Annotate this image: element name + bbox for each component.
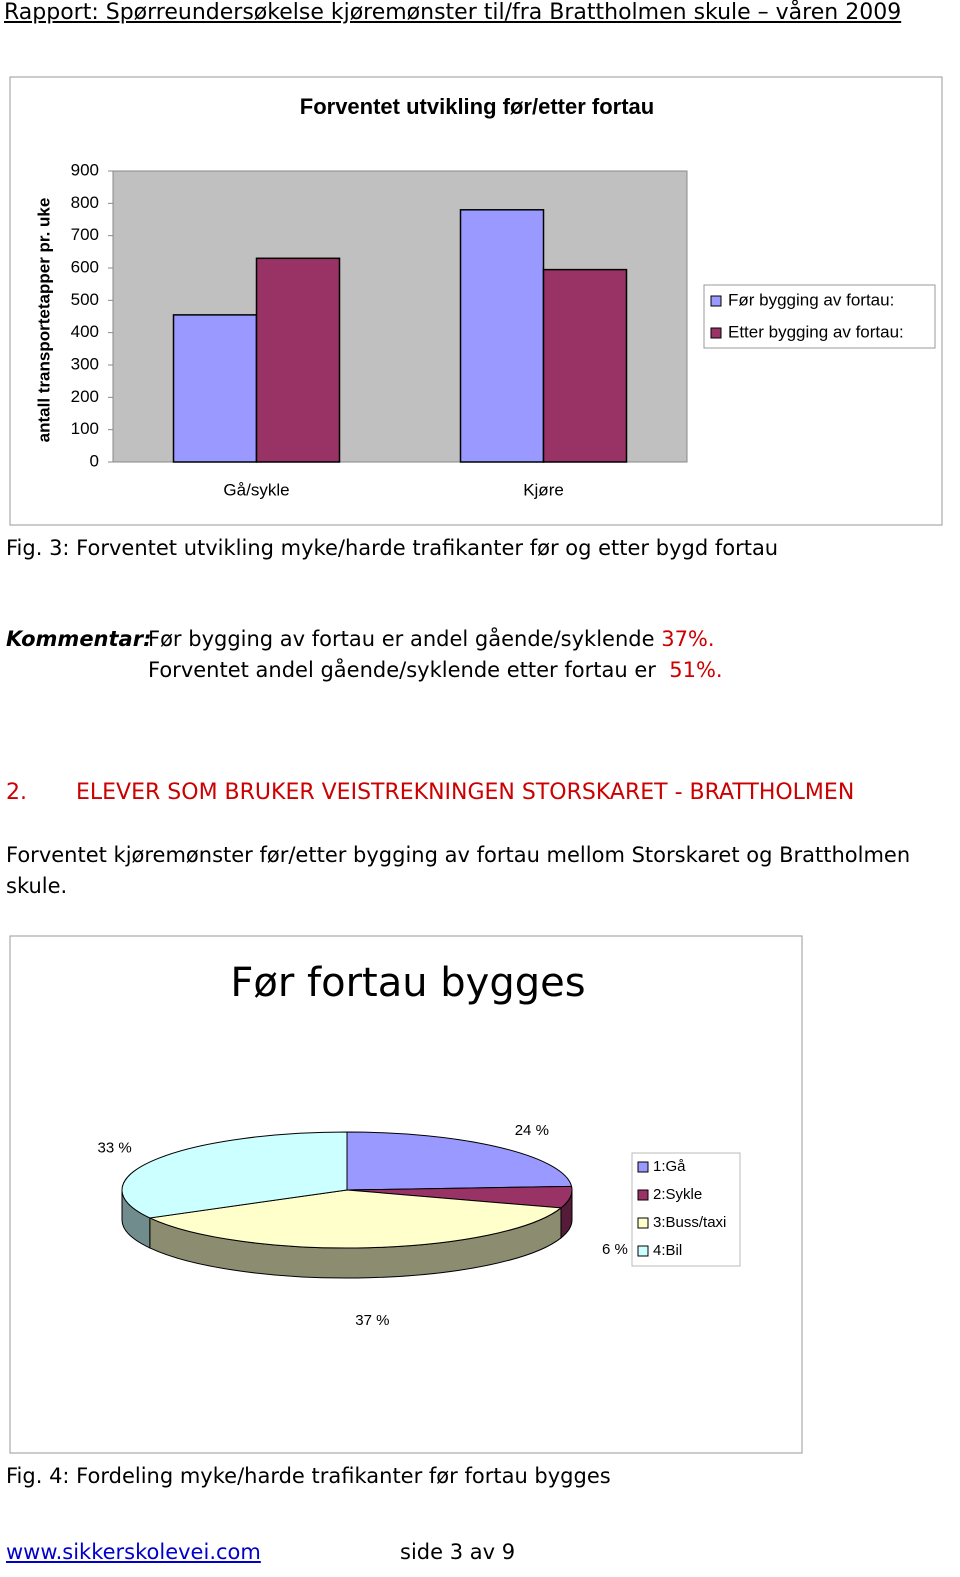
y-tick-label: 500 <box>71 290 99 309</box>
data-label: 37 % <box>355 1312 389 1329</box>
x-tick-label: Kjøre <box>523 480 564 499</box>
pie-slice <box>148 1189 563 1249</box>
pie-slice <box>346 1131 573 1191</box>
pie-slice <box>121 1131 348 1219</box>
comment-text: Forventet andel gående/syklende etter fo… <box>148 658 656 682</box>
legend-swatch <box>637 1245 649 1257</box>
paragraph: Forventet kjøremønster før/etter bygging… <box>6 843 911 898</box>
comment-label: Kommentar: <box>6 627 152 651</box>
y-tick-label: 400 <box>71 322 99 341</box>
y-tick-label: 600 <box>71 257 99 276</box>
section-title: ELEVER SOM BRUKER VEISTREKNINGEN STORSKA… <box>76 780 855 805</box>
y-tick-label: 800 <box>71 193 99 212</box>
bar-chart: Forventet utvikling før/etter fortau ant… <box>9 76 943 526</box>
legend-label: 4:Bil <box>653 1242 682 1259</box>
legend-swatch <box>637 1217 649 1229</box>
y-tick-label: 200 <box>71 387 99 406</box>
comment-value: 37%. <box>661 627 715 651</box>
chart-title: Før fortau bygges <box>230 960 585 1006</box>
legend-label: 2:Sykle <box>653 1186 702 1203</box>
legend <box>631 1152 741 1267</box>
data-label: 6 % <box>602 1241 628 1258</box>
pie-chart: Før fortau bygges 24 % 6 % 37 % 33 % 1:Gå 2:S… <box>9 935 803 1454</box>
data-label: 33 % <box>97 1140 131 1157</box>
comment-value: 51%. <box>669 658 723 682</box>
bar <box>172 314 258 463</box>
bar <box>255 257 341 463</box>
legend-swatch <box>637 1161 649 1173</box>
legend-swatch <box>710 295 722 307</box>
figure-caption: Fig. 3: Forventet utvikling myke/harde t… <box>6 536 779 560</box>
legend-swatch <box>710 327 722 339</box>
data-label: 24 % <box>515 1122 549 1139</box>
comment-line: Før bygging av fortau er andel gående/sy… <box>148 627 715 651</box>
figure-caption: Fig. 4: Fordeling myke/harde trafikanter… <box>6 1464 611 1488</box>
header-title: Rapport: Spørreundersøkelse kjøremønster… <box>4 0 902 25</box>
legend <box>703 284 936 349</box>
x-tick-label: Gå/sykle <box>223 480 289 499</box>
y-axis-label: antall transportetapper pr. uke <box>34 198 53 443</box>
section-number: 2. <box>6 780 27 805</box>
comment-text: Før bygging av fortau er andel gående/sy… <box>148 627 655 651</box>
comment-line: Forventet andel gående/syklende etter fo… <box>148 658 723 682</box>
legend-swatch <box>637 1189 649 1201</box>
bar <box>459 209 545 463</box>
bar <box>542 268 628 463</box>
y-tick-label: 300 <box>71 354 99 373</box>
footer-link[interactable]: www.sikkerskolevei.com <box>6 1540 261 1564</box>
y-tick-label: 700 <box>71 225 99 244</box>
legend-label: Før bygging av fortau: <box>728 290 894 309</box>
y-tick-label: 900 <box>71 160 99 179</box>
legend-label: 3:Buss/taxi <box>653 1214 726 1231</box>
legend-label: 1:Gå <box>653 1158 686 1175</box>
y-tick-label: 100 <box>71 419 99 438</box>
y-tick-label: 0 <box>90 451 99 470</box>
footer-page: side 3 av 9 <box>400 1540 516 1564</box>
chart-title: Forventet utvikling før/etter fortau <box>300 94 654 119</box>
legend-label: Etter bygging av fortau: <box>728 322 904 341</box>
